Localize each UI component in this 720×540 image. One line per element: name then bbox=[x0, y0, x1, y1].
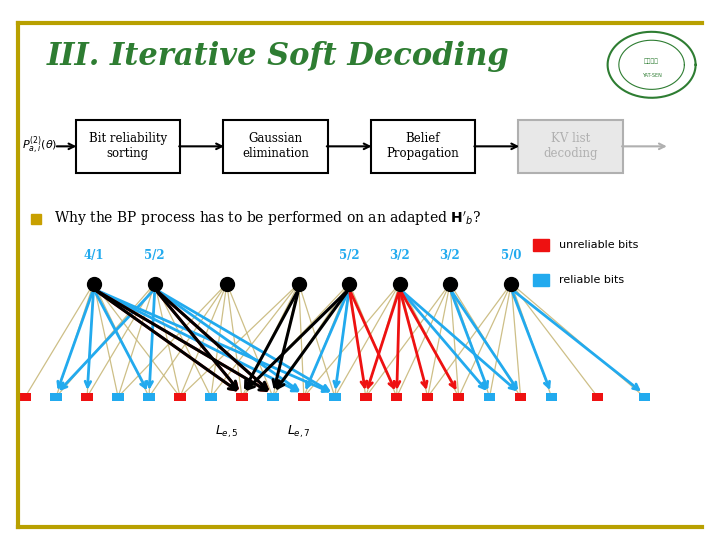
FancyBboxPatch shape bbox=[50, 393, 62, 401]
FancyBboxPatch shape bbox=[174, 393, 186, 401]
FancyBboxPatch shape bbox=[298, 393, 310, 401]
FancyBboxPatch shape bbox=[205, 393, 217, 401]
FancyBboxPatch shape bbox=[533, 274, 549, 286]
FancyBboxPatch shape bbox=[267, 393, 279, 401]
Text: 3/2: 3/2 bbox=[390, 249, 410, 262]
FancyBboxPatch shape bbox=[515, 393, 526, 401]
Text: 3/2: 3/2 bbox=[440, 249, 460, 262]
FancyBboxPatch shape bbox=[360, 393, 372, 401]
FancyBboxPatch shape bbox=[223, 120, 328, 173]
Text: 5/2: 5/2 bbox=[339, 249, 359, 262]
Text: reliable bits: reliable bits bbox=[559, 275, 624, 285]
FancyBboxPatch shape bbox=[81, 393, 93, 401]
FancyBboxPatch shape bbox=[453, 393, 464, 401]
FancyBboxPatch shape bbox=[371, 120, 475, 173]
FancyBboxPatch shape bbox=[422, 393, 433, 401]
Text: 5/2: 5/2 bbox=[145, 249, 165, 262]
FancyBboxPatch shape bbox=[518, 120, 623, 173]
FancyBboxPatch shape bbox=[639, 393, 650, 401]
Text: Why the BP process has to be performed on an adapted $\mathbf{H}'_b$?: Why the BP process has to be performed o… bbox=[54, 210, 481, 228]
Text: YAT-SEN: YAT-SEN bbox=[642, 73, 662, 78]
Text: $L_{e,5}$: $L_{e,5}$ bbox=[215, 424, 238, 440]
Text: KV list
decoding: KV list decoding bbox=[544, 132, 598, 160]
FancyBboxPatch shape bbox=[329, 393, 341, 401]
FancyBboxPatch shape bbox=[533, 239, 549, 251]
FancyBboxPatch shape bbox=[546, 393, 557, 401]
FancyBboxPatch shape bbox=[76, 120, 180, 173]
Text: 中山大學: 中山大學 bbox=[644, 58, 659, 64]
Text: III. Iterative Soft Decoding: III. Iterative Soft Decoding bbox=[47, 41, 510, 72]
Text: Bit reliability
sorting: Bit reliability sorting bbox=[89, 132, 167, 160]
Text: 5/0: 5/0 bbox=[501, 249, 521, 262]
Text: $P_{a,i}^{(2)}(\theta)$: $P_{a,i}^{(2)}(\theta)$ bbox=[22, 136, 57, 157]
FancyBboxPatch shape bbox=[391, 393, 402, 401]
Text: 4/1: 4/1 bbox=[84, 249, 104, 262]
Text: unreliable bits: unreliable bits bbox=[559, 240, 639, 250]
FancyBboxPatch shape bbox=[236, 393, 248, 401]
Text: Gaussian
elimination: Gaussian elimination bbox=[242, 132, 309, 160]
FancyBboxPatch shape bbox=[19, 393, 31, 401]
FancyBboxPatch shape bbox=[592, 393, 603, 401]
FancyBboxPatch shape bbox=[143, 393, 155, 401]
Text: $L_{e,7}$: $L_{e,7}$ bbox=[287, 424, 310, 440]
Text: Belief
Propagation: Belief Propagation bbox=[387, 132, 459, 160]
FancyBboxPatch shape bbox=[484, 393, 495, 401]
FancyBboxPatch shape bbox=[112, 393, 124, 401]
